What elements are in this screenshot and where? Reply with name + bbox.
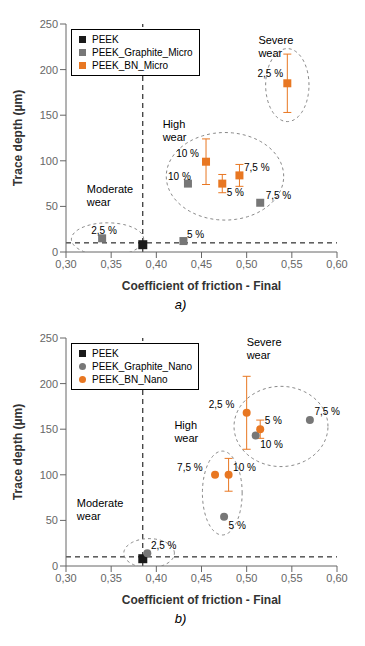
svg-text:7,5 %: 7,5 % [266, 190, 292, 201]
svg-text:5 %: 5 % [265, 415, 282, 426]
svg-text:10 %: 10 % [233, 462, 256, 473]
svg-text:0,50: 0,50 [236, 258, 257, 270]
svg-text:200: 200 [40, 64, 58, 76]
svg-text:0,40: 0,40 [146, 572, 167, 584]
html-text:PEEK_BN_Nano: PEEK_BN_Nano [92, 374, 168, 385]
svg-text:250: 250 [40, 332, 58, 344]
html-text:PEEK: PEEK [92, 348, 119, 359]
svg-text:2,5 %: 2,5 % [91, 225, 117, 236]
svg-text:Highwear: Highwear [173, 419, 198, 444]
svg-text:0,50: 0,50 [236, 572, 257, 584]
svg-text:2,5 %: 2,5 % [258, 68, 284, 79]
svg-text:Coefficient of friction - Fina: Coefficient of friction - Final [122, 593, 281, 607]
svg-text:0: 0 [52, 560, 58, 572]
svg-text:0,35: 0,35 [100, 258, 121, 270]
svg-text:10 %: 10 % [260, 439, 283, 450]
svg-text:0,45: 0,45 [191, 572, 212, 584]
html-text:PEEK_Graphite_Micro: PEEK_Graphite_Micro [92, 47, 193, 58]
svg-text:150: 150 [40, 423, 58, 435]
svg-text:0,55: 0,55 [281, 572, 302, 584]
svg-text:150: 150 [40, 109, 58, 121]
svg-text:200: 200 [40, 378, 58, 390]
svg-text:Highwear: Highwear [162, 118, 187, 143]
svg-text:0,30: 0,30 [55, 258, 76, 270]
svg-text:0,60: 0,60 [326, 258, 347, 270]
svg-text:100: 100 [40, 469, 58, 481]
svg-text:Severewear: Severewear [257, 34, 293, 59]
svg-text:Moderatewear: Moderatewear [76, 497, 123, 522]
svg-text:Trace depth (µm): Trace depth (µm) [11, 90, 25, 186]
svg-text:0,60: 0,60 [326, 572, 347, 584]
svg-text:0,55: 0,55 [281, 258, 302, 270]
svg-text:Coefficient of friction - Fina: Coefficient of friction - Final [122, 279, 281, 293]
svg-text:0,45: 0,45 [191, 258, 212, 270]
svg-text:50: 50 [46, 200, 58, 212]
svg-text:0,40: 0,40 [146, 258, 167, 270]
svg-text:7,5 %: 7,5 % [177, 462, 203, 473]
svg-text:Trace depth (µm): Trace depth (µm) [11, 404, 25, 500]
svg-text:0: 0 [52, 246, 58, 258]
svg-text:7,5 %: 7,5 % [244, 162, 270, 173]
svg-text:0,30: 0,30 [55, 572, 76, 584]
html-text:a): a) [174, 297, 187, 312]
svg-text:250: 250 [40, 18, 58, 30]
svg-text:5 %: 5 % [227, 187, 244, 198]
svg-text:7,5 %: 7,5 % [314, 406, 340, 417]
html-text:PEEK_BN_Micro: PEEK_BN_Micro [92, 60, 169, 71]
svg-text:5 %: 5 % [187, 229, 204, 240]
svg-text:2,5 %: 2,5 % [209, 399, 235, 410]
svg-text:100: 100 [40, 155, 58, 167]
html-text:b): b) [174, 611, 187, 626]
svg-text:Severewear: Severewear [246, 336, 282, 361]
svg-text:2,5 %: 2,5 % [151, 540, 177, 551]
svg-text:0,35: 0,35 [100, 572, 121, 584]
html-text:PEEK_Graphite_Nano: PEEK_Graphite_Nano [92, 361, 193, 372]
svg-text:10 %: 10 % [176, 148, 199, 159]
svg-text:Moderatewear: Moderatewear [86, 183, 133, 208]
svg-text:10 %: 10 % [168, 171, 191, 182]
svg-text:5 %: 5 % [229, 520, 246, 531]
svg-text:50: 50 [46, 514, 58, 526]
html-text:PEEK: PEEK [92, 34, 119, 45]
